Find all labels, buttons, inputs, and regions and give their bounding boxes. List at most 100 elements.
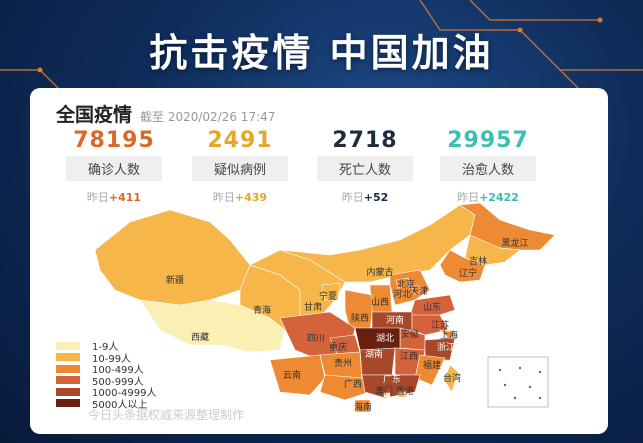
- province-label: 吉林: [469, 255, 487, 267]
- south-china-sea-inset: [487, 356, 549, 408]
- stat-prefix: 昨日: [457, 191, 480, 204]
- province-region[interactable]: [395, 277, 411, 289]
- stat-suspected: 2491 疑似病例 昨日+439: [190, 128, 290, 205]
- province-label: 浙江: [437, 341, 455, 353]
- legend-swatch: [56, 387, 80, 396]
- province-label: 贵州: [334, 357, 352, 369]
- province-label: 黑龙江: [501, 237, 528, 249]
- province-label: 湖南: [365, 348, 383, 360]
- stat-value: 78195: [73, 128, 155, 153]
- province-label: 云南: [283, 369, 301, 381]
- province-label: 广东: [383, 373, 401, 385]
- legend: 1-9人 10-99人 100-499人 500-999人 1000-4999人…: [56, 340, 157, 411]
- province-label: 湖北: [376, 333, 394, 344]
- province-label: 河南: [386, 314, 404, 326]
- legend-label: 1000-4999人: [92, 388, 157, 400]
- card-header: 全国疫情 截至 2020/02/26 17:47: [56, 100, 275, 127]
- province-region[interactable]: [94, 209, 251, 306]
- stat-prefix: 昨日: [212, 191, 235, 204]
- stat-prefix: 昨日: [341, 191, 364, 204]
- island-dot: [513, 396, 517, 400]
- stat-delta: +2422: [479, 191, 519, 204]
- province-region[interactable]: [397, 391, 407, 398]
- province-label: 广西: [344, 378, 362, 390]
- province-region[interactable]: [319, 374, 376, 401]
- island-dot: [538, 370, 542, 374]
- province-label: 香港: [396, 385, 414, 397]
- province-label: 山东: [423, 301, 441, 313]
- stat-label: 疑似病例: [192, 156, 288, 181]
- province-label: 新疆: [166, 274, 184, 286]
- legend-label: 5000人以上: [92, 399, 148, 411]
- legend-item: 1000-4999人: [56, 386, 157, 400]
- province-label: 陕西: [351, 312, 369, 324]
- legend-swatch: [56, 399, 80, 408]
- legend-swatch: [56, 364, 80, 373]
- province-label: 海南: [354, 401, 372, 413]
- island-dot: [518, 366, 522, 370]
- stat-delta: +439: [234, 191, 268, 204]
- banner-title: 抗击疫情 中国加油: [149, 31, 494, 75]
- province-region[interactable]: [411, 285, 421, 295]
- province-label: 四川: [307, 334, 325, 344]
- stat-label: 治愈人数: [440, 156, 536, 181]
- province-label: 宁夏: [319, 290, 337, 302]
- stat-value: 2491: [207, 128, 273, 153]
- island-dot: [498, 368, 502, 372]
- province-label: 江苏: [431, 319, 449, 331]
- island-dot: [528, 385, 532, 389]
- province-label: 北京: [397, 278, 415, 290]
- province-region[interactable]: [424, 337, 456, 361]
- province-label: 澳门: [375, 385, 393, 397]
- province-label: 山西: [371, 297, 389, 308]
- province-region[interactable]: [411, 314, 449, 336]
- province-label: 河北: [393, 288, 411, 300]
- province-region[interactable]: [354, 399, 371, 413]
- province-label: 福建: [423, 359, 441, 371]
- legend-item: 1-9人: [56, 340, 157, 354]
- province-region[interactable]: [383, 392, 391, 398]
- stat-value: 29957: [447, 128, 529, 153]
- province-region[interactable]: [459, 202, 556, 251]
- legend-label: 1-9人: [92, 342, 119, 354]
- legend-swatch: [56, 376, 80, 385]
- province-label: 台湾: [443, 372, 461, 384]
- stat-delta: +411: [108, 191, 142, 204]
- legend-item: 5000人以上: [56, 398, 157, 411]
- province-region[interactable]: [443, 364, 459, 393]
- legend-label: 100-499人: [92, 365, 144, 377]
- province-label: 内蒙古: [366, 266, 393, 278]
- province-label: 重庆: [329, 341, 347, 353]
- source-note: 今日头条据权威来源整理制作: [88, 408, 245, 422]
- stat-label: 确诊人数: [66, 156, 162, 181]
- legend-label: 10-99人: [92, 353, 132, 365]
- stat-value: 2718: [332, 128, 398, 153]
- island-dot: [503, 383, 507, 387]
- province-label: 上海: [440, 329, 458, 341]
- stat-recovered: 29957 治愈人数 昨日+2422: [438, 128, 538, 205]
- stat-prefix: 昨日: [86, 191, 109, 204]
- legend-swatch: [56, 341, 80, 350]
- province-label: 辽宁: [459, 267, 477, 279]
- legend-item: 500-999人: [56, 375, 157, 388]
- province-region[interactable]: [269, 354, 326, 396]
- timestamp: 截至 2020/02/26 17:47: [140, 110, 276, 124]
- province-region[interactable]: [439, 329, 456, 341]
- legend-item: 100-499人: [56, 363, 157, 377]
- stat-label: 死亡人数: [317, 156, 413, 181]
- province-label: 江西: [400, 351, 418, 362]
- province-region[interactable]: [139, 299, 286, 353]
- province-region[interactable]: [354, 327, 401, 351]
- province-region[interactable]: [414, 354, 446, 386]
- province-label: 安徽: [401, 328, 419, 340]
- province-label: 天津: [410, 286, 428, 297]
- province-region[interactable]: [439, 249, 486, 283]
- legend-item: 10-99人: [56, 352, 157, 365]
- legend-label: 500-999人: [92, 376, 144, 388]
- province-region[interactable]: [321, 282, 341, 301]
- province-label: 西藏: [191, 331, 209, 343]
- stat-deaths: 2718 死亡人数 昨日+52: [315, 128, 415, 205]
- card-title: 全国疫情: [56, 104, 133, 126]
